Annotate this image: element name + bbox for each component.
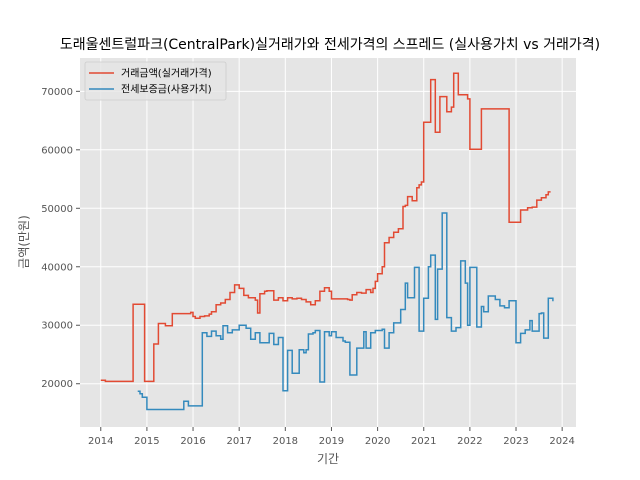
y-tick-label: 70000 [41,87,73,98]
series-line-2 [137,212,554,411]
x-axis-label: 기간 [317,452,339,466]
axis-ticks: 2014 2015 2016 2017 2018 2019 2020 2021 2022 2023… [41,87,575,447]
x-tick-label: 2020 [365,436,390,447]
y-axis-label: 금액(만원) [17,215,31,269]
x-tick-label: 2017 [226,436,251,447]
y-tick-label: 20000 [41,379,73,390]
y-tick-label: 40000 [41,262,73,273]
x-tick-label: 2021 [411,436,436,447]
x-tick-label: 2022 [457,436,482,447]
series-line-1 [100,72,551,383]
x-tick-label: 2023 [503,436,528,447]
x-tick-label: 2019 [319,436,344,447]
x-tick-label: 2018 [273,436,298,447]
x-tick-label: 2015 [134,436,159,447]
series-lines [100,72,554,411]
y-tick-label: 60000 [41,145,73,156]
legend-label-2: 전세보증금(사용가치) [121,84,212,96]
x-tick-label: 2016 [180,436,205,447]
x-tick-label: 2014 [88,436,113,447]
legend: 거래금액(실거래가격) 전세보증금(사용가치) [84,61,227,101]
x-tick-label: 2024 [549,436,574,447]
y-tick-label: 50000 [41,204,73,215]
legend-box [84,61,227,101]
legend-label-1: 거래금액(실거래가격) [121,67,212,80]
plot-area [80,58,576,427]
chart-title: 도래울센트럴파크(CentralPark)실거래가와 전세가격의 스프레드 (실… [60,37,600,53]
y-tick-label: 30000 [41,321,73,332]
